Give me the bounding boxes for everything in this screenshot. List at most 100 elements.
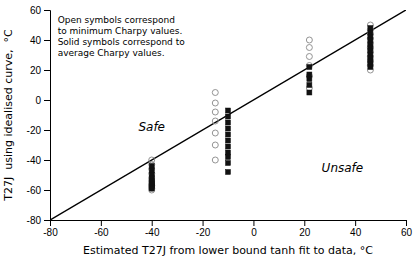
series [226,108,231,175]
tick: -40 [145,220,160,238]
tick-label: -20 [196,227,211,238]
square-point [226,155,231,160]
tick-label: 60 [30,5,42,16]
axis-line [51,221,407,227]
tick-mark [304,220,305,226]
open-circle-point [212,130,218,136]
tick-label: 0 [35,95,41,106]
tick-mark [44,220,50,221]
tick: 20 [299,220,311,238]
chart-container: -80 -60 -40 -20 0 20 40 60 -80 -60 -40 -20 0 20 40 60 Sa… [0,0,420,260]
tick-mark [44,160,50,161]
tick-mark [101,220,102,226]
tick-mark [44,40,50,41]
tick-label: -40 [145,227,160,238]
tick-mark [44,100,50,101]
open-circle-point [212,109,218,115]
chart-svg: -80 -60 -40 -20 0 20 40 60 -80 -60 -40 -20 0 20 40 60 Sa… [0,0,420,260]
series [307,65,312,96]
tick-mark [253,220,254,226]
square-point [226,170,231,175]
tick-label: -80 [43,227,58,238]
tick: 40 [350,220,362,238]
open-circle-point [306,54,312,60]
tick: 20 [30,65,50,76]
open-circle-point [367,63,373,69]
axis-line [44,11,51,221]
series [368,26,373,70]
tick-mark [44,70,50,71]
open-circle-point [149,184,155,190]
x-axis: -80 -60 -40 -20 0 20 40 60 [43,220,412,238]
tick-mark [44,10,50,11]
open-circle-point [367,36,373,42]
tick: 60 [401,220,413,238]
square-point [226,108,231,113]
square-point [307,77,312,82]
y-axis-title: T27J using idealised curve, °C [2,29,15,202]
tick: -80 [27,215,50,226]
tick-label: -40 [27,155,42,166]
open-circle-point [306,45,312,51]
series [212,90,218,164]
tick: -60 [94,220,109,238]
tick-mark [152,220,153,226]
tick-mark [44,190,50,191]
series [149,164,154,192]
square-point [149,186,154,191]
square-point [368,65,373,70]
series [149,157,155,193]
annotations: Safe Unsafe Open symbols correspondto mini… [58,15,364,175]
open-circle-point [149,187,155,193]
tick: 0 [35,95,50,106]
annotation: Unsafe [322,161,364,175]
tick: -20 [27,125,50,136]
line [50,10,406,220]
tick: -20 [196,220,211,238]
tick-label: 0 [251,227,257,238]
square-point [226,120,231,125]
open-circle-point [306,37,312,43]
tick: -80 [43,220,58,238]
open-circle-point [212,157,218,163]
tick-label: 60 [401,227,413,238]
square-point [226,161,231,166]
open-circle-point [212,90,218,96]
tick: 40 [30,35,50,46]
series [367,22,373,73]
series [306,37,312,91]
tick-mark [355,220,356,226]
annotation: Safe [138,120,165,134]
square-point [307,65,312,70]
open-circle-point [212,142,218,148]
tick-label: -60 [94,227,109,238]
marks [50,10,406,220]
note-line: Open symbols correspond [58,15,175,25]
open-circle-point [212,118,218,124]
note-line: to minimum Charpy values. [58,26,183,36]
y-axis: -80 -60 -40 -20 0 20 40 60 [27,5,51,226]
open-circle-point [149,162,155,168]
plot: -80 -60 -40 -20 0 20 40 60 -80 -60 -40 -20 0 20 40 60 Sa… [27,5,413,238]
tick: -60 [27,185,50,196]
tick-label: -20 [27,125,42,136]
tick-mark [406,220,407,226]
tick-label: -60 [27,185,42,196]
square-point [226,126,231,131]
tick-label: 20 [299,227,311,238]
square-point [307,83,312,88]
square-point [226,114,231,119]
open-circle-point [306,63,312,69]
tick-mark [44,130,50,131]
square-point [307,90,312,95]
tick-label: 40 [30,35,42,46]
square-point [226,138,231,143]
tick-label: -80 [27,215,42,226]
tick: -40 [27,155,50,166]
square-point [226,144,231,149]
tick-mark [203,220,204,226]
tick-label: 40 [350,227,362,238]
note-line: Solid symbols correspond to [58,37,186,47]
x-axis-title: Estimated T27J from lower bound tanh fit… [83,244,373,257]
square-point [226,132,231,137]
